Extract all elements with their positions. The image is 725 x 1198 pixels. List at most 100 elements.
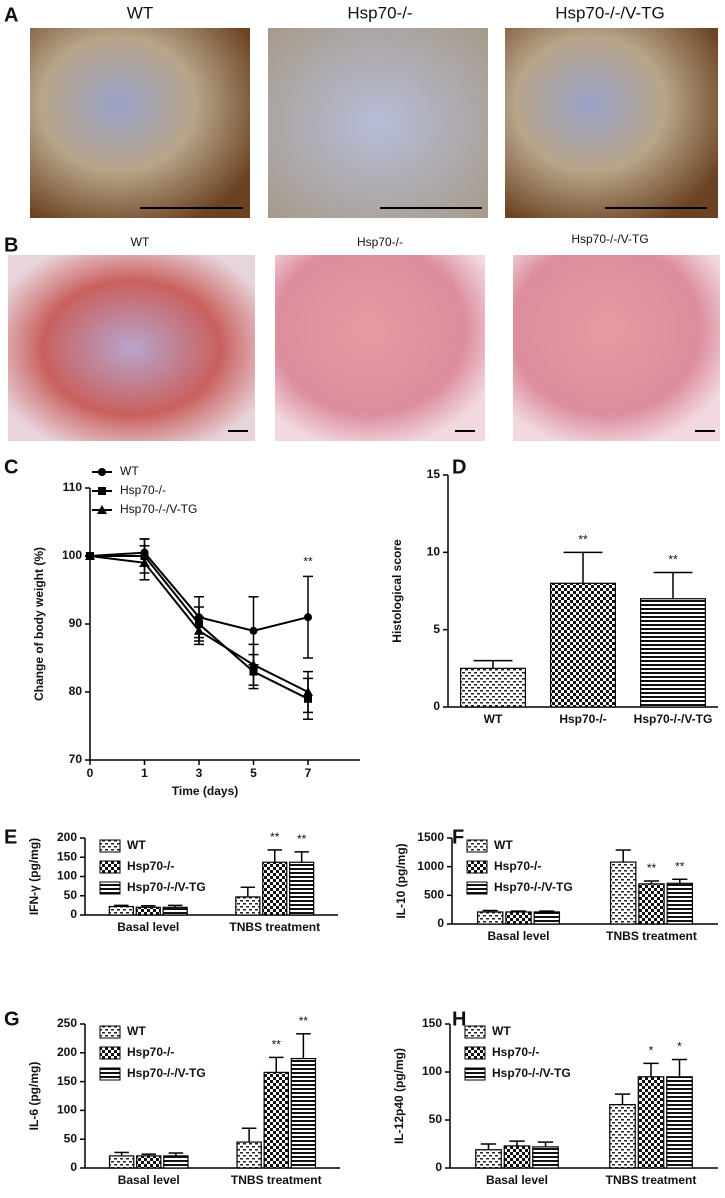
legend-swatch [464, 1025, 486, 1039]
y-tick-label: 0 [70, 1160, 77, 1174]
bar [290, 1057, 317, 1169]
bar [637, 1076, 665, 1169]
bar [135, 906, 161, 916]
legend-swatch [99, 881, 121, 895]
bar [505, 911, 532, 925]
legend-swatch [99, 1025, 121, 1039]
micrograph [8, 255, 255, 441]
bar [549, 582, 616, 708]
panel-label: F [452, 826, 464, 848]
x-tick-label: TNBS treatment [231, 1173, 322, 1187]
marker [97, 505, 107, 514]
y-tick-label: 0 [437, 916, 444, 930]
bar [236, 1141, 262, 1169]
y-axis-label: IL-10 (pg/mg) [394, 843, 408, 918]
micrograph [275, 255, 485, 441]
legend-label: Hsp70-/- [120, 483, 166, 497]
x-tick-label: WT [484, 712, 503, 726]
image-title: Hsp70-/- [347, 3, 412, 22]
x-tick-label: TNBS treatment [229, 920, 320, 934]
legend-label: Hsp70-/-/V-TG [127, 880, 206, 894]
legend-label: Hsp70-/-/V-TG [492, 1066, 571, 1080]
y-axis-label: IL-6 (pg/mg) [27, 1062, 41, 1131]
legend-label: Hsp70-/-/V-TG [120, 502, 197, 516]
y-tick-label: 1000 [417, 859, 444, 873]
bar [475, 1149, 502, 1169]
x-axis-label: Time (days) [172, 784, 238, 798]
legend-swatch [99, 860, 121, 874]
y-tick-label: 100 [62, 548, 82, 562]
marker [304, 613, 312, 622]
y-axis-label: Change of body weight (%) [32, 547, 46, 701]
image-title: Hsp70-/- [357, 235, 403, 249]
y-axis-label: Histological score [390, 539, 404, 643]
significance: ** [578, 533, 588, 547]
y-tick-label: 15 [427, 467, 441, 481]
legend-label: Hsp70-/- [492, 1045, 539, 1059]
y-tick-label: 1500 [417, 830, 444, 844]
legend-label: WT [120, 464, 139, 478]
bar [666, 882, 694, 925]
legend-swatch [99, 839, 121, 853]
bar [163, 1155, 189, 1169]
image-title: WT [131, 235, 150, 249]
x-tick-label: Basal level [118, 1173, 180, 1187]
y-tick-label: 0 [70, 907, 77, 921]
x-tick-label: Basal level [487, 929, 549, 943]
bar [235, 896, 261, 916]
marker [249, 626, 258, 635]
bar [532, 1146, 559, 1169]
marker [98, 468, 106, 476]
bar [638, 883, 665, 925]
y-tick-label: 10 [427, 545, 441, 559]
y-tick-label: 200 [57, 1045, 77, 1059]
y-tick-label: 50 [64, 1131, 78, 1145]
bar [262, 861, 288, 916]
legend-label: Hsp70-/- [127, 859, 174, 873]
significance: ** [303, 555, 313, 569]
bar [609, 861, 637, 925]
panel-label: D [452, 456, 466, 478]
x-tick-label: Basal level [117, 920, 179, 934]
y-tick-label: 100 [422, 1064, 442, 1078]
x-tick-label: TNBS treatment [606, 929, 697, 943]
bar [108, 1155, 135, 1169]
significance: ** [647, 861, 657, 875]
y-tick-label: 200 [57, 830, 77, 844]
legend-swatch [466, 860, 488, 874]
marker [98, 487, 106, 495]
x-tick-label: 5 [250, 766, 257, 780]
legend-swatch [99, 1046, 121, 1060]
x-tick-label: Hsp70-/-/V-TG [634, 712, 713, 726]
legend-swatch [464, 1067, 486, 1081]
marker [194, 625, 204, 635]
panel-label: G [4, 1008, 20, 1030]
significance: ** [270, 830, 280, 844]
legend-label: WT [127, 1024, 146, 1038]
legend-label: WT [127, 838, 146, 852]
significance: ** [272, 1038, 282, 1052]
y-tick-label: 80 [69, 684, 83, 698]
panel-label: E [4, 826, 17, 848]
bar [533, 911, 561, 925]
legend-label: WT [494, 838, 513, 852]
y-tick-label: 90 [69, 616, 83, 630]
panel-label: B [4, 234, 18, 256]
y-tick-label: 50 [64, 888, 78, 902]
bar [460, 667, 527, 708]
significance: * [649, 1044, 654, 1058]
bar [162, 906, 188, 916]
significance: ** [668, 553, 678, 567]
marker [139, 557, 150, 567]
y-tick-label: 250 [57, 1016, 77, 1030]
marker [85, 551, 95, 560]
legend-label: Hsp70-/- [127, 1045, 174, 1059]
panel-label: A [4, 4, 18, 26]
significance: ** [299, 1014, 309, 1028]
image-title: WT [127, 3, 153, 22]
legend-swatch [466, 881, 488, 895]
panel-label: H [452, 1008, 466, 1030]
bar [289, 861, 315, 916]
legend-swatch [466, 839, 488, 853]
